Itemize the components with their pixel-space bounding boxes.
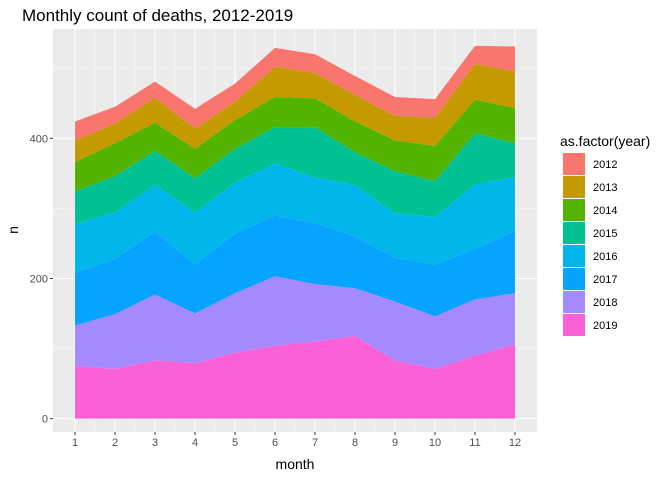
x-tick-label: 12 bbox=[509, 437, 521, 449]
legend-swatch bbox=[563, 176, 585, 198]
legend-swatch bbox=[563, 153, 585, 175]
area-series-2012 bbox=[75, 45, 515, 141]
x-axis-title: month bbox=[276, 456, 315, 472]
legend-label: 2019 bbox=[593, 320, 617, 332]
area-series-2017 bbox=[75, 215, 515, 326]
x-tick-label: 3 bbox=[152, 437, 158, 449]
area-series-2019 bbox=[75, 335, 515, 419]
x-tick-label: 9 bbox=[392, 437, 398, 449]
legend-label: 2015 bbox=[593, 228, 617, 240]
legend-label: 2017 bbox=[593, 274, 617, 286]
area-series-2014 bbox=[75, 96, 515, 192]
area-series-2013 bbox=[75, 64, 515, 163]
legend-label: 2018 bbox=[593, 297, 617, 309]
area-series-2018 bbox=[75, 276, 515, 369]
x-tick-label: 11 bbox=[469, 437, 480, 449]
area-series-2015 bbox=[75, 127, 515, 224]
x-tick-label: 1 bbox=[72, 437, 78, 449]
legend-swatch bbox=[563, 199, 585, 221]
area-series-2016 bbox=[75, 163, 515, 273]
legend-swatch bbox=[563, 314, 585, 336]
legend-swatch bbox=[563, 222, 585, 244]
legend-title: as.factor(year) bbox=[560, 133, 650, 149]
legend-swatch bbox=[563, 268, 585, 290]
legend-swatch bbox=[563, 245, 585, 267]
x-tick-label: 7 bbox=[312, 437, 318, 449]
legend-label: 2013 bbox=[593, 182, 617, 194]
x-tick-label: 8 bbox=[352, 437, 358, 449]
y-axis-title: n bbox=[5, 226, 21, 234]
y-tick-label: 200 bbox=[30, 274, 48, 286]
x-tick-label: 4 bbox=[192, 437, 198, 449]
legend-label: 2012 bbox=[593, 159, 617, 171]
x-tick-label: 2 bbox=[112, 437, 118, 449]
x-tick-label: 6 bbox=[272, 437, 278, 449]
chart-title: Monthly count of deaths, 2012-2019 bbox=[22, 6, 293, 25]
legend-label: 2014 bbox=[593, 205, 617, 217]
legend-label: 2016 bbox=[593, 251, 617, 263]
y-tick-label: 0 bbox=[42, 414, 48, 426]
y-tick-label: 400 bbox=[30, 133, 48, 145]
x-tick-label: 5 bbox=[232, 437, 238, 449]
legend-swatch bbox=[563, 291, 585, 313]
area-layers bbox=[75, 45, 515, 419]
legend: 2012 2013 2014 2015 2016 2017 2018 2019 bbox=[563, 153, 617, 336]
x-tick-label: 10 bbox=[429, 437, 441, 449]
